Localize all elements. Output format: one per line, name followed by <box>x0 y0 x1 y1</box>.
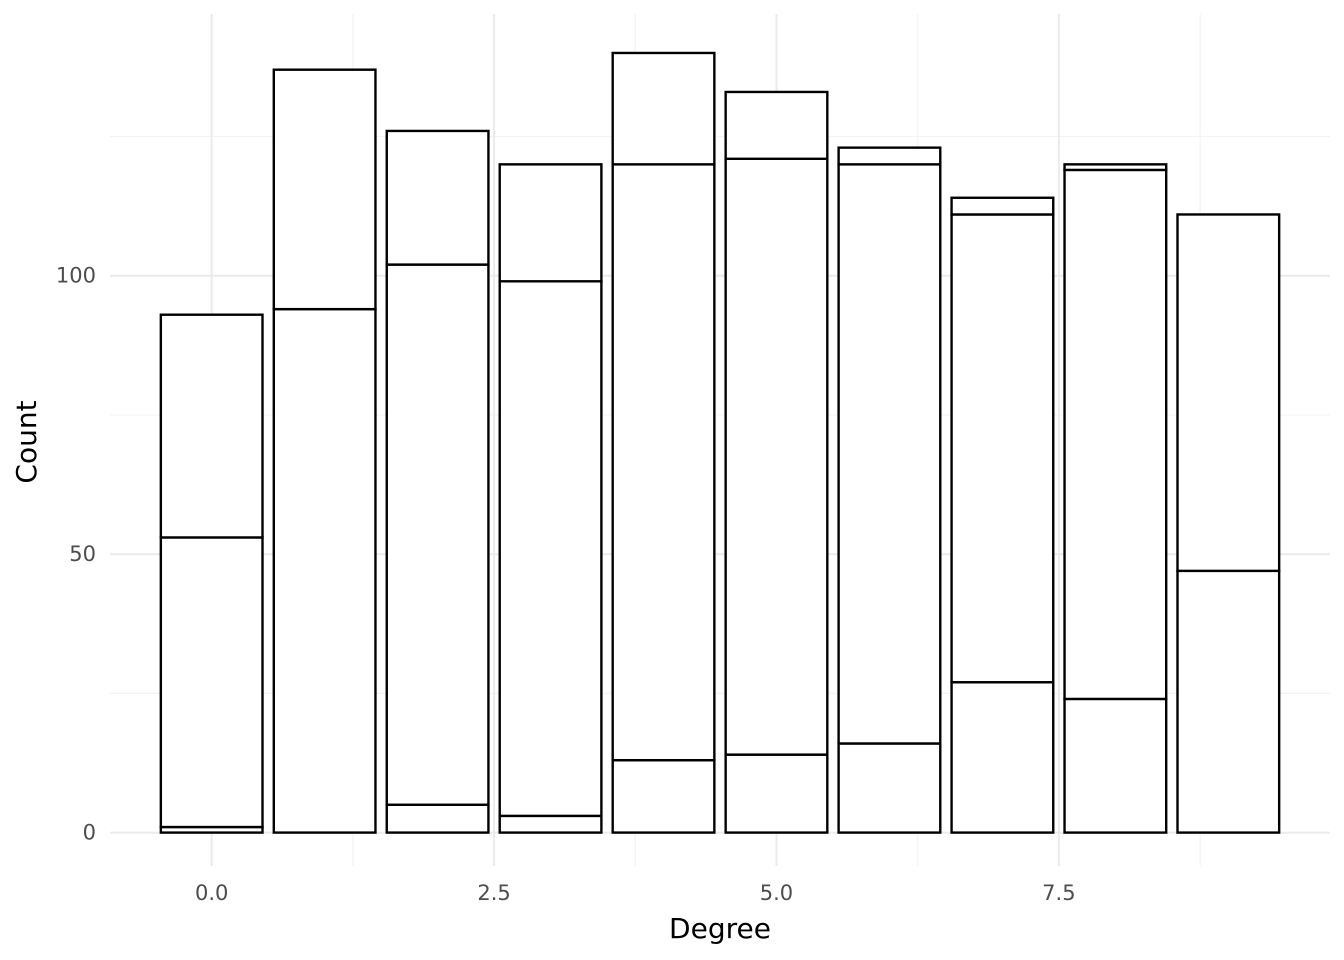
bar-segment <box>611 758 716 834</box>
bar-segment <box>385 129 490 266</box>
bar-segment <box>498 814 603 834</box>
x-axis-title: Degree <box>669 912 771 945</box>
y-axis-title: Count <box>10 400 43 483</box>
bar-segment <box>837 742 942 834</box>
bar-segment <box>1063 168 1168 701</box>
bar-segment <box>498 280 603 818</box>
x-tick-label: 5.0 <box>760 881 793 905</box>
bar-segment <box>1063 697 1168 834</box>
bar-segment <box>1176 569 1281 834</box>
bar-segment <box>385 803 490 834</box>
bar-segment <box>498 163 603 283</box>
bar-segment <box>950 213 1055 684</box>
bars <box>159 51 1281 834</box>
bar-segment <box>611 163 716 762</box>
y-tick-label: 0 <box>83 821 96 845</box>
bar-segment <box>724 90 829 160</box>
bar-segment <box>159 536 264 829</box>
bar-segment <box>950 196 1055 216</box>
bar-segment <box>611 51 716 166</box>
bar-segment <box>272 307 377 834</box>
bar-segment <box>950 681 1055 834</box>
bar-segment <box>837 163 942 745</box>
x-tick-label: 0.0 <box>195 881 228 905</box>
bar-segment <box>1176 213 1281 573</box>
bar-segment <box>1063 163 1168 172</box>
y-tick-label: 50 <box>69 542 96 566</box>
x-tick-label: 7.5 <box>1042 881 1075 905</box>
y-tick-label: 100 <box>56 264 96 288</box>
bar-segment <box>724 753 829 834</box>
bar-segment <box>385 263 490 806</box>
bar-segment <box>272 68 377 311</box>
tick-labels: 0.0 2.5 5.0 7.5 0 50 100 <box>56 264 1076 905</box>
x-tick-label: 2.5 <box>477 881 510 905</box>
bar-segment <box>159 313 264 539</box>
bar-segment <box>837 146 942 166</box>
bar-segment <box>724 157 829 756</box>
